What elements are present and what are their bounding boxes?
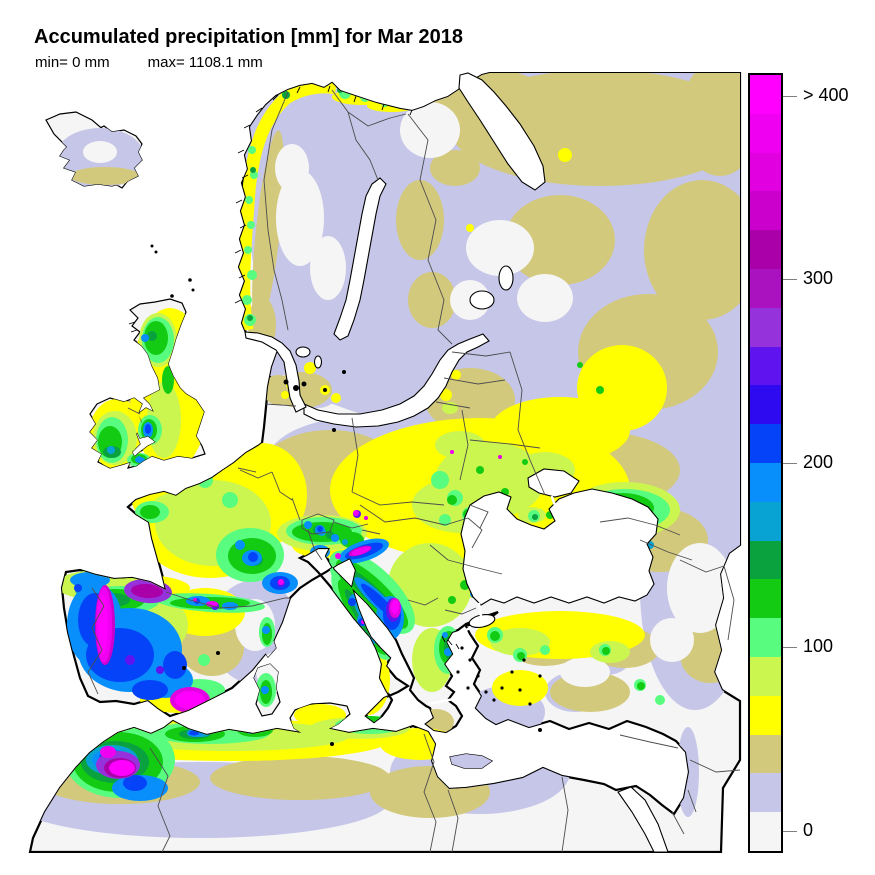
colorbar-segment-4 (750, 191, 781, 231)
bosporus-strait (477, 602, 483, 618)
dardanelles-strait (460, 626, 472, 634)
messina-strait (350, 708, 368, 722)
country-borders (87, 89, 741, 853)
min-max-subtitle: min= 0 mm max= 1108.1 mm (35, 54, 263, 71)
tick-line (783, 647, 797, 649)
colorbar-segment-11 (750, 462, 781, 502)
map-area (6, 72, 742, 853)
lake-ladoga (469, 290, 495, 310)
sea-of-azov (527, 468, 580, 498)
kerch-strait (550, 495, 558, 510)
lake-vanern (295, 346, 311, 358)
min-value-label: min= 0 mm (35, 54, 110, 71)
colorbar-legend (748, 73, 783, 853)
colorbar-segment-3 (750, 152, 781, 192)
lake-onega (498, 265, 514, 291)
lake-vattern (313, 355, 323, 369)
colorbar-ticks: > 400 300 200 100 0 (783, 73, 873, 849)
colorbar-segment-9 (750, 385, 781, 425)
colorbar-segment-18 (750, 734, 781, 774)
tick-line (783, 831, 797, 833)
gulf-of-corinth (426, 697, 456, 706)
tick-label: 100 (803, 636, 834, 657)
colorbar-segment-13 (750, 540, 781, 580)
baltic-sea (303, 333, 490, 428)
max-value-label: max= 1108.1 mm (147, 54, 263, 71)
tick-label: 0 (803, 820, 814, 841)
black-sea (460, 488, 659, 606)
tick-line (783, 279, 797, 281)
europe-precipitation-map (6, 72, 742, 853)
tick-line (783, 96, 797, 98)
colorbar-segment-2 (750, 113, 781, 153)
colorbar-segment-14 (750, 579, 781, 619)
interior-seas (244, 72, 669, 853)
colorbar-segment-20 (750, 812, 781, 851)
colorbar-segment-7 (750, 307, 781, 347)
tick-label: 300 (803, 268, 834, 289)
kattegat-skagerrak (244, 331, 307, 413)
page-title: Accumulated precipitation [mm] for Mar 2… (34, 26, 463, 48)
colorbar-segment-16 (750, 656, 781, 696)
colorbar-segment-10 (750, 424, 781, 463)
colorbar-segment-12 (750, 501, 781, 541)
tick-label: 200 (803, 452, 834, 473)
tick-line (783, 463, 797, 465)
colorbar-segment-8 (750, 346, 781, 386)
fjord-texture (128, 85, 460, 650)
island-specks (150, 244, 542, 746)
white-sea (458, 72, 546, 191)
red-sea (617, 786, 669, 853)
colorbar-segment-5 (750, 230, 781, 269)
colorbar-segment-1 (750, 75, 781, 114)
gulf-of-bothnia (333, 177, 387, 341)
colorbar-segment-6 (750, 268, 781, 308)
tick-label: > 400 (803, 85, 849, 106)
colorbar-segment-15 (750, 618, 781, 657)
colorbar-segment-19 (750, 773, 781, 813)
colorbar-segment-17 (750, 695, 781, 735)
